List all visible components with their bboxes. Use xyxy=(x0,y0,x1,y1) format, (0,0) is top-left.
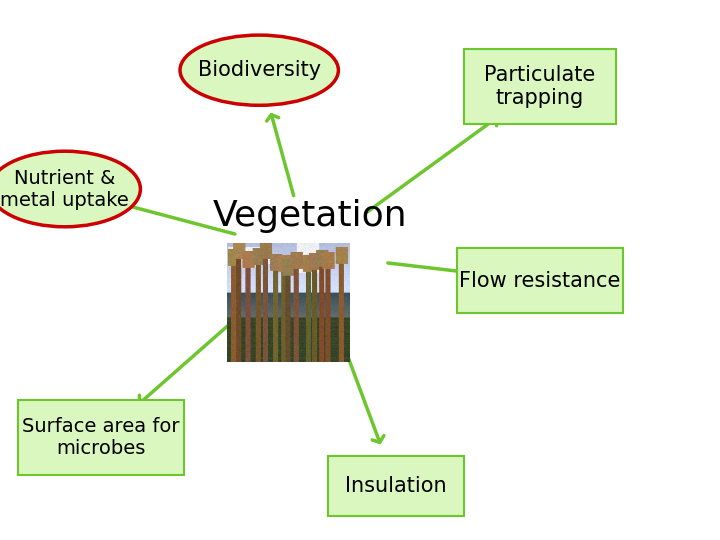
FancyBboxPatch shape xyxy=(18,400,184,475)
FancyBboxPatch shape xyxy=(328,456,464,516)
Text: Vegetation: Vegetation xyxy=(212,199,407,233)
Text: Nutrient &
metal uptake: Nutrient & metal uptake xyxy=(1,168,129,210)
Text: Flow resistance: Flow resistance xyxy=(459,271,621,291)
Ellipse shape xyxy=(180,35,338,105)
Text: Particulate
trapping: Particulate trapping xyxy=(485,65,595,108)
Text: Surface area for
microbes: Surface area for microbes xyxy=(22,417,179,458)
Ellipse shape xyxy=(0,151,140,227)
Text: Insulation: Insulation xyxy=(345,476,447,496)
Text: Biodiversity: Biodiversity xyxy=(197,60,321,80)
FancyBboxPatch shape xyxy=(457,248,623,313)
FancyBboxPatch shape xyxy=(464,49,616,124)
